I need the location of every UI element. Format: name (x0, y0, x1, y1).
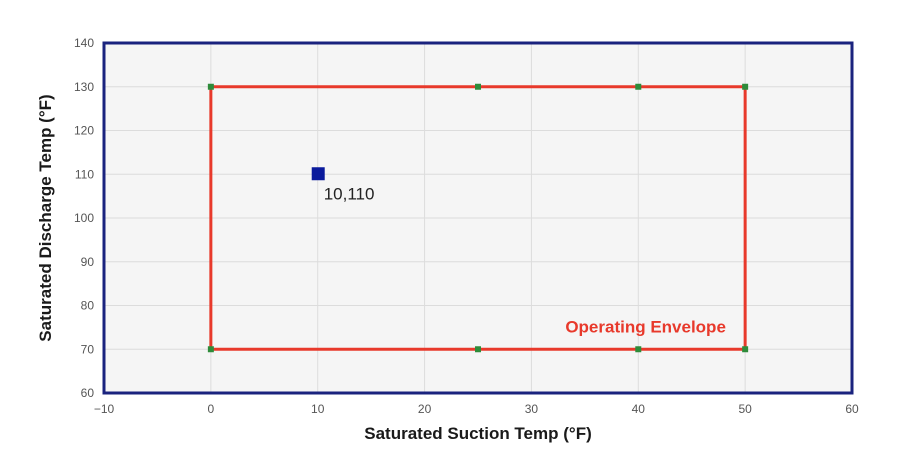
y-tick-label: 130 (74, 80, 94, 94)
data-point-marker[interactable] (311, 167, 325, 181)
x-axis-title: Saturated Suction Temp (°F) (364, 424, 592, 443)
data-points: 10,110 (311, 167, 375, 203)
y-axis-ticks: 60 70 80 90 100 110 120 130 140 (74, 36, 94, 400)
envelope-vertex (475, 83, 481, 90)
y-tick-label: 90 (81, 255, 95, 269)
y-tick-label: 110 (75, 167, 94, 181)
operating-envelope (207, 83, 749, 353)
x-tick-label: 30 (525, 402, 539, 416)
plot-border (102, 41, 854, 395)
y-tick-label: 120 (74, 124, 94, 138)
x-tick-label: 10 (311, 402, 325, 416)
x-axis-ticks: −10 0 10 20 30 40 50 60 (94, 402, 859, 416)
y-tick-label: 140 (74, 36, 94, 50)
x-tick-label: 60 (845, 402, 859, 416)
y-tick-label: 80 (81, 299, 95, 313)
envelope-vertex (207, 83, 214, 90)
envelope-vertex (742, 83, 749, 90)
y-tick-label: 100 (74, 211, 94, 225)
envelope-vertex (475, 346, 481, 353)
envelope-label: Operating Envelope (565, 318, 726, 337)
x-tick-label: 20 (418, 402, 432, 416)
x-tick-label: 50 (738, 402, 752, 416)
x-tick-label: 40 (632, 402, 646, 416)
y-tick-label: 70 (81, 342, 95, 356)
x-tick-label: −10 (94, 402, 115, 416)
envelope-vertex (635, 346, 642, 353)
y-tick-label: 60 (81, 386, 95, 400)
y-axis-title: Saturated Discharge Temp (°F) (36, 94, 55, 341)
x-tick-label: 0 (208, 402, 215, 416)
envelope-vertex (207, 346, 214, 353)
envelope-vertex (635, 83, 642, 90)
envelope-vertex (742, 346, 749, 353)
data-point-label: 10,110 (324, 184, 375, 203)
